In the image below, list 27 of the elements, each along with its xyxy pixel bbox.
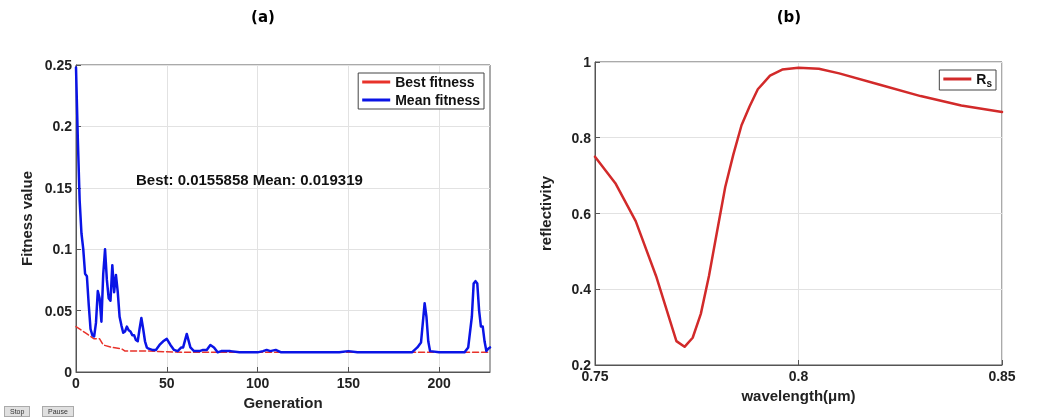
- y-tick-label: 0.6: [571, 205, 592, 222]
- legend-label: Mean fitness: [395, 92, 481, 108]
- x-tick-label: 0.8: [788, 368, 809, 384]
- y-tick-label: 0.4: [571, 281, 592, 298]
- y-tick-label: 0.2: [52, 118, 73, 135]
- y-tick-label: 0.25: [44, 57, 73, 73]
- x-tick-label: 0.85: [988, 368, 1016, 384]
- chart-title: (a): [250, 8, 276, 26]
- y-axis-title: reflectivity: [537, 175, 554, 252]
- x-axis-title: wavelength(μm): [740, 386, 856, 404]
- x-tick-label: 100: [245, 375, 270, 391]
- y-tick-label: 0.2: [571, 357, 592, 373]
- line-series: [593, 66, 1004, 349]
- y-tick-label: 0.05: [44, 302, 73, 319]
- chart-title: (b): [775, 8, 803, 26]
- x-tick-label: 150: [336, 375, 361, 391]
- y-tick-label: 1: [583, 54, 592, 70]
- line-series: [74, 66, 492, 354]
- annotation: Best: 0.0155858 Mean: 0.019319: [136, 171, 363, 188]
- legend-label: Best fitness: [395, 74, 475, 90]
- x-tick-label: 50: [159, 375, 175, 391]
- y-tick-label: 0.1: [52, 241, 73, 258]
- y-tick-label: 0.15: [44, 179, 73, 196]
- y-axis-title: Fitness value: [17, 170, 35, 267]
- y-tick-label: 0.8: [571, 129, 592, 146]
- x-tick-label: 200: [427, 375, 452, 391]
- x-axis-title: Generation: [243, 393, 323, 411]
